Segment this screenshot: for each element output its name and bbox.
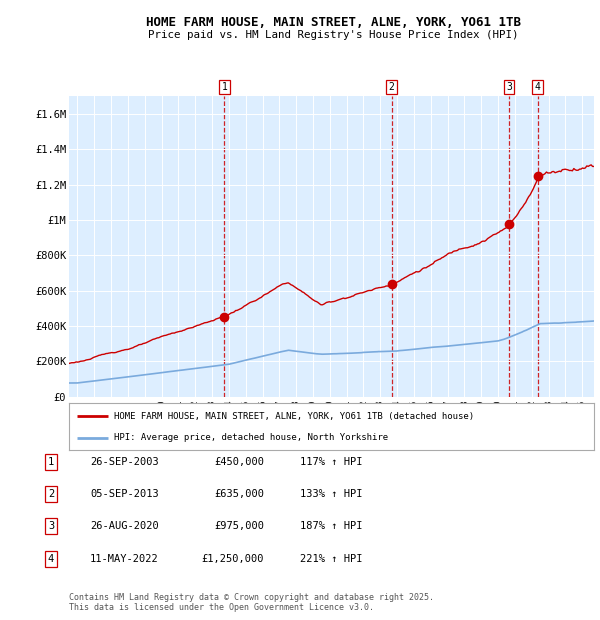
Text: 3: 3: [48, 521, 54, 531]
Text: 26-SEP-2003: 26-SEP-2003: [90, 457, 159, 467]
Text: 1: 1: [48, 457, 54, 467]
Text: 4: 4: [535, 82, 541, 92]
Text: 187% ↑ HPI: 187% ↑ HPI: [300, 521, 362, 531]
Text: 05-SEP-2013: 05-SEP-2013: [90, 489, 159, 499]
Text: 133% ↑ HPI: 133% ↑ HPI: [300, 489, 362, 499]
Text: HOME FARM HOUSE, MAIN STREET, ALNE, YORK, YO61 1TB (detached house): HOME FARM HOUSE, MAIN STREET, ALNE, YORK…: [113, 412, 474, 420]
Text: 4: 4: [48, 554, 54, 564]
Text: 2: 2: [389, 82, 395, 92]
Text: 26-AUG-2020: 26-AUG-2020: [90, 521, 159, 531]
Text: 2: 2: [48, 489, 54, 499]
Text: 11-MAY-2022: 11-MAY-2022: [90, 554, 159, 564]
Text: 1: 1: [221, 82, 227, 92]
Text: 3: 3: [506, 82, 512, 92]
Text: HPI: Average price, detached house, North Yorkshire: HPI: Average price, detached house, Nort…: [113, 433, 388, 443]
Text: £975,000: £975,000: [214, 521, 264, 531]
Text: 117% ↑ HPI: 117% ↑ HPI: [300, 457, 362, 467]
Text: 221% ↑ HPI: 221% ↑ HPI: [300, 554, 362, 564]
Text: Price paid vs. HM Land Registry's House Price Index (HPI): Price paid vs. HM Land Registry's House …: [148, 30, 518, 40]
Text: £635,000: £635,000: [214, 489, 264, 499]
Text: HOME FARM HOUSE, MAIN STREET, ALNE, YORK, YO61 1TB: HOME FARM HOUSE, MAIN STREET, ALNE, YORK…: [146, 16, 521, 29]
Text: £450,000: £450,000: [214, 457, 264, 467]
Text: Contains HM Land Registry data © Crown copyright and database right 2025.
This d: Contains HM Land Registry data © Crown c…: [69, 593, 434, 612]
Text: £1,250,000: £1,250,000: [202, 554, 264, 564]
